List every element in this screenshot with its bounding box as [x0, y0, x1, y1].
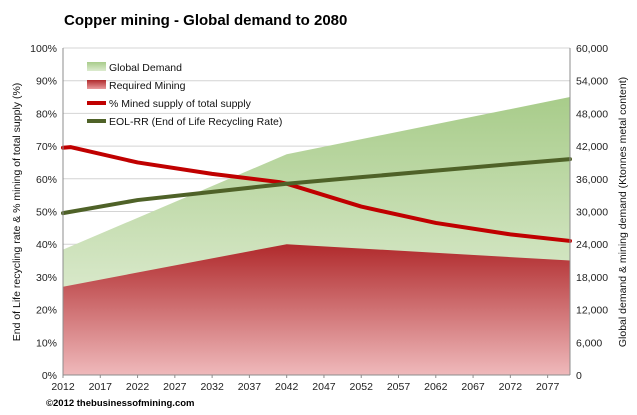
right-tick-label: 54,000 [576, 76, 608, 88]
legend-label-global-demand: Global Demand [109, 62, 182, 74]
axes [62, 48, 571, 376]
legend-swatch-required-mining [87, 80, 106, 89]
right-tick-label: 42,000 [576, 141, 608, 153]
left-tick-label: 20% [36, 305, 57, 317]
left-tick-label: 0% [42, 370, 57, 382]
legend: Global Demand Required Mining % Mined su… [87, 62, 282, 128]
right-tick-label: 36,000 [576, 174, 608, 186]
right-tick-label: 18,000 [576, 272, 608, 284]
right-tick-label: 60,000 [576, 43, 608, 55]
line-series [61, 145, 572, 243]
left-tick-label: 80% [36, 108, 57, 120]
x-tick-label: 2067 [461, 381, 485, 393]
left-tick-label: 30% [36, 272, 57, 284]
legend-label-mined-supply: % Mined supply of total supply [109, 98, 252, 110]
x-tick-label: 2072 [499, 381, 523, 393]
right-tick-label: 6,000 [576, 337, 602, 349]
right-tick-label: 12,000 [576, 305, 608, 317]
left-tick-label: 50% [36, 207, 57, 219]
legend-label-eol-rr: EOL-RR (End of Life Recycling Rate) [109, 116, 282, 128]
left-tick-label: 10% [36, 337, 57, 349]
x-tick-label: 2057 [387, 381, 411, 393]
left-tick-label: 90% [36, 76, 57, 88]
right-tick-label: 30,000 [576, 207, 608, 219]
right-axis-label: Global demand & mining demand (Ktonnes m… [617, 77, 629, 347]
credit-text: ©2012 thebusinessofmining.com [46, 398, 194, 409]
x-tick-label: 2037 [238, 381, 262, 393]
right-axis-ticks: 0 6,000 12,000 18,000 24,000 30,000 36,000 42,0… [576, 43, 608, 382]
x-tick-label: 2047 [312, 381, 336, 393]
right-tick-label: 0 [576, 370, 582, 382]
left-axis-ticks: 0% 10% 20% 30% 40% 50% 60% 70% 80% 90% 100% [30, 43, 57, 382]
x-tick-label: 2062 [424, 381, 448, 393]
left-tick-label: 40% [36, 239, 57, 251]
line-eol-rr-end-of-life-recycling-rate [61, 157, 572, 216]
left-axis-label: End of Life recycling rate & % mining of… [11, 83, 23, 342]
chart-title: Copper mining - Global demand to 2080 [64, 12, 347, 29]
legend-label-required-mining: Required Mining [109, 80, 186, 92]
x-tick-label: 2042 [275, 381, 299, 393]
x-tick-label: 2052 [350, 381, 374, 393]
left-tick-label: 70% [36, 141, 57, 153]
x-tick-label: 2017 [89, 381, 113, 393]
left-tick-label: 100% [30, 43, 57, 55]
legend-swatch-global-demand [87, 62, 106, 71]
area-required-mining [63, 244, 570, 375]
right-tick-label: 48,000 [576, 108, 608, 120]
right-tick-label: 24,000 [576, 239, 608, 251]
area-series [63, 97, 570, 376]
x-tick-label: 2022 [126, 381, 150, 393]
x-tick-label: 2032 [200, 381, 224, 393]
x-tick-label: 2012 [51, 381, 75, 393]
left-tick-label: 60% [36, 174, 57, 186]
x-tick-label: 2027 [163, 381, 187, 393]
x-axis-ticks: 2012 2017 2022 2027 2032 2037 2042 2047 2052 2057… [51, 375, 559, 393]
x-tick-label: 2077 [536, 381, 560, 393]
